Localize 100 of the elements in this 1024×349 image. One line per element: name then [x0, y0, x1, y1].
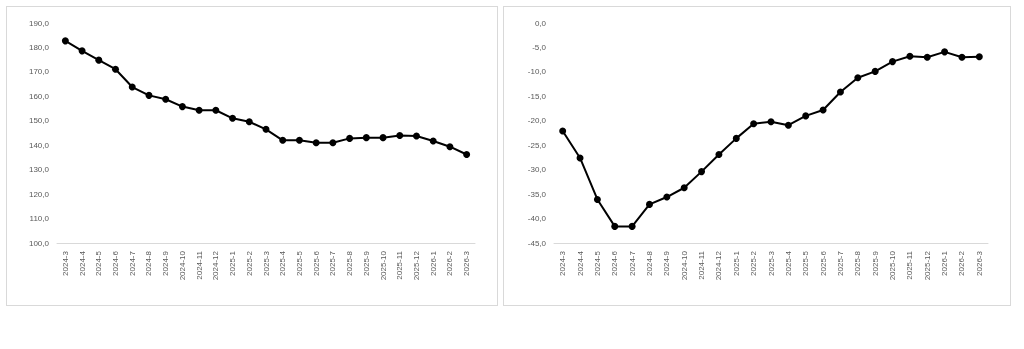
point — [941, 48, 949, 56]
point — [412, 132, 420, 140]
point — [362, 134, 370, 142]
point — [295, 136, 303, 144]
point — [195, 106, 203, 114]
x-tick-label: 2024-3 — [558, 250, 568, 276]
x-tick-label: 2024-10 — [679, 250, 689, 281]
point — [784, 121, 792, 129]
point — [906, 52, 914, 60]
y-tick-label: -15,0 — [527, 91, 547, 101]
point — [61, 37, 69, 45]
x-tick-label: 2025-10 — [378, 250, 388, 281]
point — [750, 120, 758, 128]
y-tick-label: 180,0 — [28, 42, 50, 52]
y-tick-label: 100,0 — [28, 238, 50, 248]
x-tick-label: 2025-11 — [905, 250, 915, 280]
x-tick-label: 2024-6 — [610, 250, 620, 276]
x-tick-label: 2026-2 — [445, 250, 455, 276]
x-tick-label: 2024-4 — [575, 250, 585, 276]
point — [429, 137, 437, 145]
x-tick-label: 2024-9 — [662, 250, 672, 276]
y-tick-label: 110,0 — [29, 214, 50, 224]
point — [245, 118, 253, 126]
x-tick-label: 2024-3 — [60, 250, 70, 276]
x-tick-label: 2025-1 — [228, 250, 238, 276]
y-tick-label: -20,0 — [527, 116, 547, 126]
x-tick-label: 2025-5 — [801, 250, 811, 276]
point — [854, 74, 862, 82]
y-tick-label: 170,0 — [28, 67, 50, 77]
point — [78, 47, 86, 55]
point — [346, 134, 354, 142]
x-tick-label: 2025-6 — [311, 250, 321, 276]
y-tick-label: 140,0 — [28, 140, 50, 150]
point — [212, 106, 220, 114]
x-tick-label: 2026-3 — [462, 250, 472, 276]
point — [767, 118, 775, 126]
x-tick-label: 2024-7 — [627, 250, 637, 276]
x-tick-label: 2025-12 — [922, 250, 932, 281]
x-tick-label: 2025-4 — [278, 250, 288, 276]
x-tick-label: 2025-8 — [853, 250, 863, 276]
y-tick-label: 0,0 — [534, 18, 547, 28]
point — [329, 139, 337, 147]
point — [262, 125, 270, 133]
point — [871, 67, 879, 75]
point — [379, 134, 387, 142]
y-tick-label: 150,0 — [28, 116, 50, 126]
x-tick-label: 2025-5 — [294, 250, 304, 276]
point — [958, 53, 966, 61]
point — [559, 127, 567, 135]
y-tick-label: -45,0 — [527, 238, 547, 248]
point — [663, 193, 671, 201]
y-tick-label: 160,0 — [28, 91, 50, 101]
point — [680, 184, 688, 192]
point — [446, 143, 454, 151]
point — [836, 88, 844, 96]
x-tick-label: 2026-2 — [957, 250, 967, 276]
x-tick-label: 2025-11 — [395, 250, 405, 280]
y-tick-label: 120,0 — [28, 189, 50, 199]
point — [312, 139, 320, 147]
x-tick-label: 2025-8 — [345, 250, 355, 276]
point — [975, 53, 983, 61]
x-tick-label: 2024-12 — [714, 250, 724, 281]
point — [178, 103, 186, 111]
point — [128, 83, 136, 91]
x-tick-label: 2026-3 — [974, 250, 984, 276]
point — [145, 91, 153, 99]
x-tick-label: 2026-1 — [940, 250, 950, 276]
x-tick-label: 2024-7 — [127, 250, 137, 276]
y-tick-label: -5,0 — [532, 42, 547, 52]
x-tick-label: 2025-9 — [870, 250, 880, 276]
x-tick-label: 2024-8 — [644, 250, 654, 276]
x-tick-label: 2025-7 — [328, 250, 338, 276]
point — [698, 168, 706, 176]
y-tick-label: -10,0 — [527, 67, 547, 77]
point — [732, 134, 740, 142]
y-tick-label: 130,0 — [28, 165, 50, 175]
y-tick-label: 190,0 — [28, 18, 50, 28]
x-tick-label: 2025-10 — [888, 250, 898, 281]
x-tick-label: 2025-3 — [766, 250, 776, 276]
x-tick-label: 2024-11 — [697, 250, 707, 280]
point — [396, 131, 404, 139]
y-tick-label: -40,0 — [527, 214, 547, 224]
x-tick-label: 2025-6 — [818, 250, 828, 276]
y-tick-label: -25,0 — [527, 140, 547, 150]
x-tick-label: 2025-3 — [261, 250, 271, 276]
x-tick-label: 2024-9 — [161, 250, 171, 276]
point — [645, 200, 653, 208]
x-tick-label: 2024-4 — [77, 250, 87, 276]
x-tick-label: 2024-8 — [144, 250, 154, 276]
x-tick-label: 2024-6 — [111, 250, 121, 276]
point — [229, 114, 237, 122]
point — [889, 58, 897, 66]
x-tick-label: 2024-10 — [177, 250, 187, 281]
point — [715, 151, 723, 159]
x-tick-label: 2025-9 — [361, 250, 371, 276]
x-tick-label: 2024-5 — [592, 250, 602, 276]
y-tick-label: -35,0 — [527, 189, 547, 199]
x-tick-label: 2024-11 — [194, 250, 204, 280]
x-tick-label: 2024-12 — [211, 250, 221, 281]
x-tick-label: 2026-1 — [428, 250, 438, 276]
